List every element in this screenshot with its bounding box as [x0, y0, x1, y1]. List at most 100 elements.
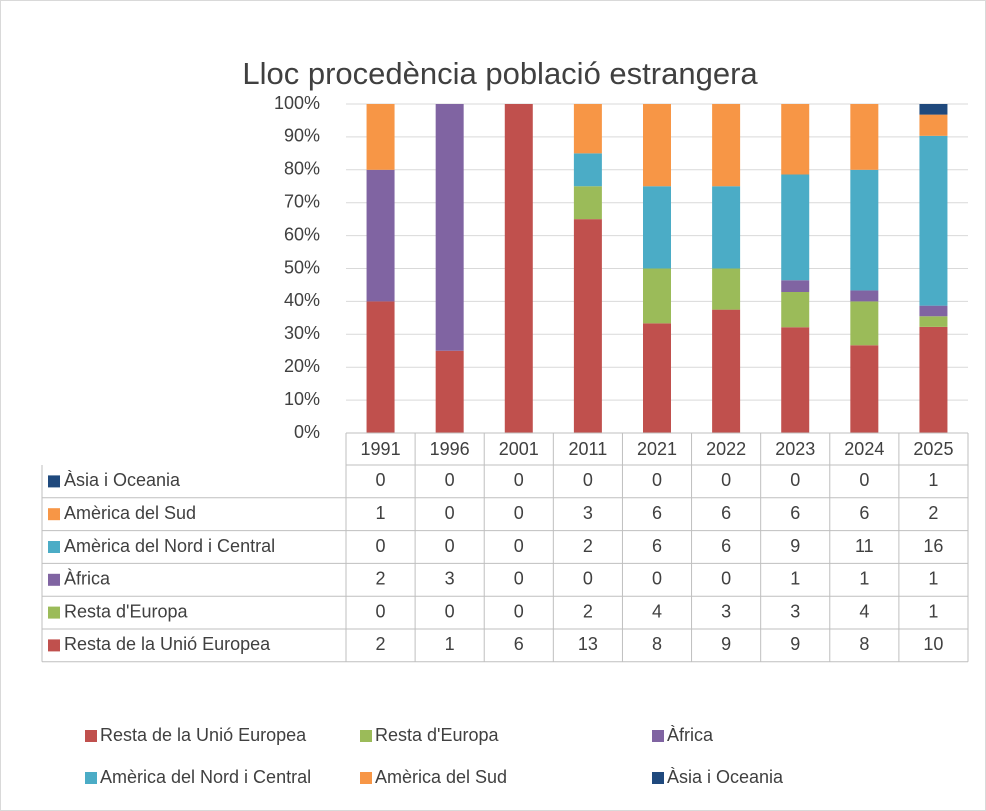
table-cell: 0	[445, 601, 455, 621]
bar-segment	[919, 104, 948, 115]
table-cell: 6	[652, 536, 662, 556]
table-cell: 11	[855, 536, 874, 556]
table-cell: 1	[928, 470, 938, 490]
legend-key	[652, 730, 664, 742]
y-tick-label: 40%	[284, 290, 320, 310]
table-cell: 0	[376, 601, 386, 621]
bar-segment	[712, 268, 741, 310]
table-cell: 2	[376, 634, 386, 654]
bar-segment	[643, 323, 671, 433]
bar-segment	[919, 305, 948, 317]
table-cell: 3	[721, 601, 731, 621]
x-tick-label: 1991	[361, 439, 401, 459]
table-cell: 1	[859, 569, 869, 589]
table-legend-key	[48, 573, 60, 586]
table-cell: 2	[583, 601, 593, 621]
legend-key	[652, 772, 664, 784]
table-cell: 0	[445, 503, 455, 523]
chart-title: Lloc procedència població estrangera	[242, 56, 758, 91]
x-tick-label: 1996	[430, 439, 470, 459]
table-cell: 0	[514, 601, 524, 621]
x-tick-label: 2021	[637, 439, 677, 459]
legend-label: Resta d'Europa	[375, 725, 500, 745]
bar-segment	[435, 350, 464, 433]
bar-segment	[919, 326, 948, 433]
x-tick-label: 2011	[569, 439, 608, 459]
x-tick-label: 2025	[913, 439, 953, 459]
legend-key	[360, 772, 372, 784]
table-cell: 9	[790, 536, 800, 556]
legend-label: Amèrica del Nord i Central	[100, 767, 311, 787]
table-cell: 0	[514, 470, 524, 490]
bar-segment	[573, 104, 602, 154]
table-legend-key	[48, 475, 60, 488]
table-cell: 3	[445, 569, 455, 589]
table-cell: 2	[376, 569, 386, 589]
y-tick-label: 70%	[284, 191, 320, 211]
table-cell: 1	[790, 569, 800, 589]
bar-segment	[643, 186, 671, 269]
bar-segment	[919, 135, 948, 306]
table-row-label: Resta de la Unió Europea	[64, 634, 271, 654]
table-legend-key	[48, 606, 60, 619]
table-cell: 6	[790, 503, 800, 523]
y-tick-label: 10%	[284, 389, 320, 409]
table-cell: 0	[514, 503, 524, 523]
bar-segment	[435, 104, 464, 351]
bar-segment	[850, 290, 879, 302]
table-cell: 0	[721, 569, 731, 589]
table-cell: 1	[928, 601, 938, 621]
table-cell: 0	[652, 470, 662, 490]
y-tick-label: 50%	[284, 257, 320, 277]
table-cell: 6	[859, 503, 869, 523]
bar-segment	[781, 327, 810, 433]
legend-key	[85, 772, 97, 784]
table-cell: 1	[376, 503, 386, 523]
table-legend-key	[48, 541, 60, 553]
bar-segment	[573, 153, 602, 187]
table-row-label: Resta d'Europa	[64, 601, 189, 621]
table-row-label: Amèrica del Nord i Central	[64, 536, 275, 556]
table-cell: 0	[376, 536, 386, 556]
table-cell: 3	[583, 503, 593, 523]
table-cell: 4	[652, 601, 662, 621]
bar-segment	[919, 114, 948, 136]
bar-segment	[781, 292, 810, 328]
legend-key	[85, 730, 97, 742]
table-row-label: Àsia i Oceania	[64, 470, 181, 490]
legend-label: Resta de la Unió Europea	[100, 725, 307, 745]
bar-segment	[781, 280, 810, 292]
bar-segment	[712, 104, 741, 187]
bar-segment	[850, 301, 879, 346]
bar-segment	[712, 186, 741, 269]
table-cell: 0	[721, 470, 731, 490]
y-tick-label: 90%	[284, 126, 320, 146]
table-cell: 2	[928, 503, 938, 523]
table-cell: 8	[652, 634, 662, 654]
table-cell: 0	[514, 536, 524, 556]
table-row-label: Àfrica	[64, 569, 111, 589]
y-tick-label: 0%	[294, 422, 320, 442]
bar-segment	[850, 169, 879, 291]
table-cell: 0	[445, 470, 455, 490]
table-cell: 9	[790, 634, 800, 654]
bar-segment	[781, 104, 810, 175]
x-tick-label: 2001	[499, 439, 539, 459]
bar-segment	[573, 186, 602, 220]
table-legend-key	[48, 639, 60, 652]
table-cell: 0	[376, 470, 386, 490]
y-tick-label: 30%	[284, 323, 320, 343]
table-cell: 6	[721, 503, 731, 523]
table-cell: 0	[514, 569, 524, 589]
legend-label: Àfrica	[667, 725, 714, 745]
table-cell: 6	[652, 503, 662, 523]
bar-segment	[850, 104, 879, 170]
table-cell: 3	[790, 601, 800, 621]
table-cell: 0	[445, 536, 455, 556]
table-cell: 8	[859, 634, 869, 654]
table-cell: 4	[859, 601, 869, 621]
table-cell: 10	[923, 634, 943, 654]
x-tick-label: 2022	[706, 439, 746, 459]
bar-segment	[366, 301, 395, 433]
